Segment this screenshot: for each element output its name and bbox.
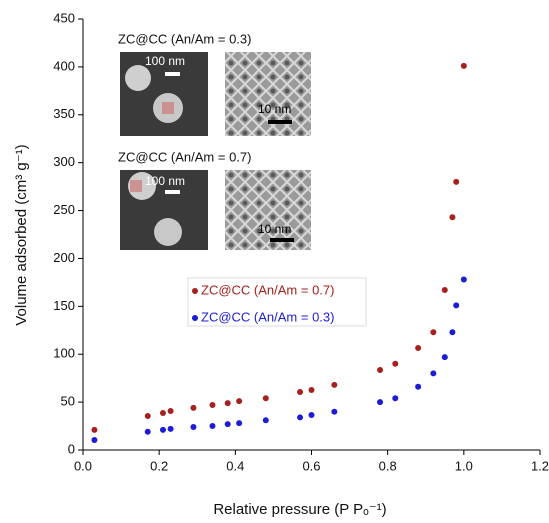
scale-label: 10 nm (258, 222, 291, 236)
point (91, 426, 98, 433)
point (236, 420, 243, 427)
point (460, 62, 467, 69)
y-tick-label: 300 (53, 154, 75, 169)
y-axis-label: Volume adsorbed (cm³ g⁻¹) (13, 144, 30, 325)
point (415, 383, 422, 390)
marker (162, 102, 174, 114)
point (415, 344, 422, 351)
inset-label: ZC@CC (An/Am = 0.3) (118, 31, 251, 46)
y-tick-label: 100 (53, 346, 75, 361)
y-tick-label: 200 (53, 250, 75, 265)
point (377, 399, 384, 406)
point (392, 395, 399, 402)
point (331, 381, 338, 388)
point (449, 214, 456, 221)
point (159, 426, 166, 433)
legend-box (187, 277, 367, 327)
legend-marker (192, 288, 198, 294)
y-tick-label: 350 (53, 106, 75, 121)
point (209, 423, 216, 430)
x-axis-label: Relative pressure (P Pₒ⁻¹) (213, 501, 386, 518)
scale-bar (268, 120, 292, 124)
point (331, 408, 338, 415)
point (430, 370, 437, 377)
legend-label: ZC@CC (An/Am = 0.7) (201, 282, 334, 297)
scale-label: 10 nm (258, 102, 291, 116)
point (224, 421, 231, 428)
legend-marker (192, 315, 198, 321)
point (453, 302, 460, 309)
y-tick-label: 400 (53, 58, 75, 73)
y-tick-label: 250 (53, 202, 75, 217)
point (392, 360, 399, 367)
scale-bar (165, 72, 180, 76)
marker (130, 180, 142, 192)
point (167, 408, 174, 415)
point (430, 329, 437, 336)
scale-bar (270, 238, 294, 242)
particle (125, 65, 151, 91)
point (449, 329, 456, 336)
y-tick-label: 450 (53, 10, 75, 25)
point (297, 414, 304, 421)
point (159, 410, 166, 417)
point (308, 387, 315, 394)
x-tick-label: 0.0 (74, 458, 92, 473)
point (262, 395, 269, 402)
point (209, 401, 216, 408)
particle (154, 218, 182, 246)
insets: ZC@CC (An/Am = 0.3) 100 nm 10 nm ZC@CC (… (118, 31, 311, 250)
point (144, 412, 151, 419)
point (297, 389, 304, 396)
x-tick-label: 0.8 (379, 458, 397, 473)
x-tick-label: 0.4 (226, 458, 244, 473)
y-tick-label: 150 (53, 298, 75, 313)
scale-bar (165, 190, 180, 194)
point (441, 354, 448, 361)
legend-label: ZC@CC (An/Am = 0.3) (201, 309, 334, 324)
x-tick-label: 0.6 (302, 458, 320, 473)
point (453, 178, 460, 185)
scale-label: 100 nm (145, 54, 185, 68)
y-tick-label: 50 (61, 394, 75, 409)
point (91, 437, 98, 444)
sem-image (225, 170, 311, 250)
point (224, 400, 231, 407)
x-tick-label: 1.0 (455, 458, 473, 473)
y-tick-label: 0 (68, 441, 75, 456)
point (190, 404, 197, 411)
x-tick-label: 0.2 (150, 458, 168, 473)
scale-label: 100 nm (145, 174, 185, 188)
point (190, 424, 197, 431)
inset-label: ZC@CC (An/Am = 0.7) (118, 149, 251, 164)
x-tick-label: 1.2 (531, 458, 549, 473)
point (262, 417, 269, 424)
point (377, 367, 384, 374)
point (460, 276, 467, 283)
point (308, 412, 315, 419)
point (441, 287, 448, 294)
point (167, 425, 174, 432)
point (144, 428, 151, 435)
point (236, 398, 243, 405)
